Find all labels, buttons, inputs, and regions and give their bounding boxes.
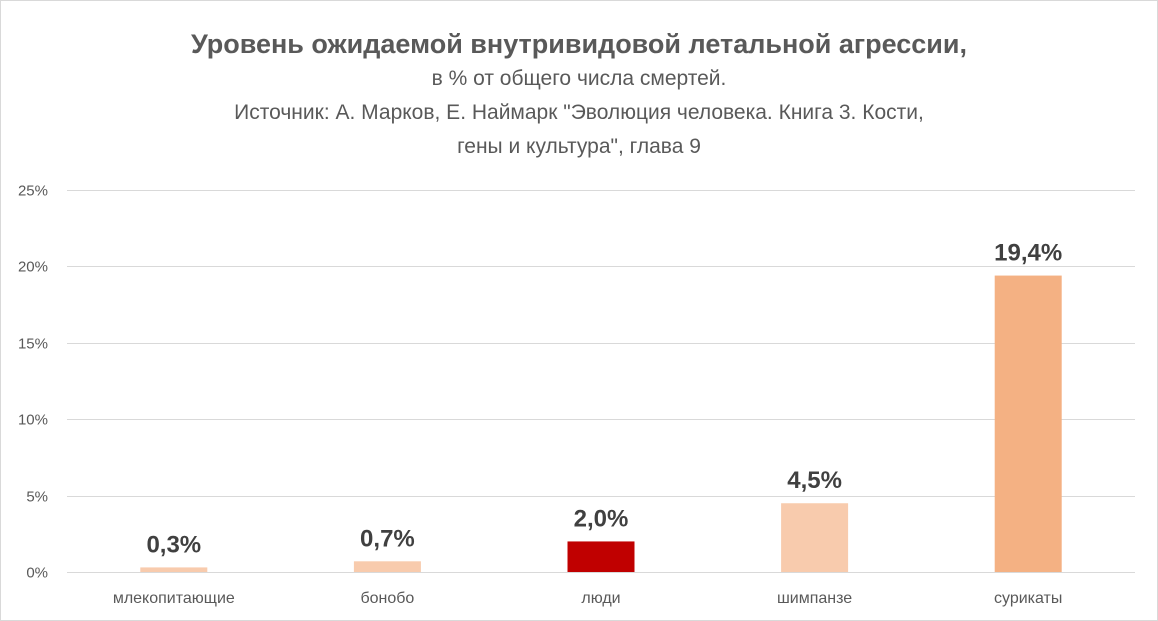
bar	[353, 561, 421, 572]
chart-title: Уровень ожидаемой внутривидовой летально…	[190, 29, 968, 59]
category-label: шимпанзе	[777, 590, 852, 607]
category-label: люди	[581, 590, 620, 607]
y-tick-label: 20%	[18, 259, 48, 276]
category-label: сурикаты	[994, 590, 1062, 607]
data-label: 2,0%	[574, 505, 629, 532]
chart-subtitle-line-1: в % от общего числа смертей.	[431, 67, 727, 90]
category-label: млекопитающие	[113, 590, 235, 607]
data-labels: 0,3% 0,7% 2,0% 4,5% 19,4%	[146, 240, 1062, 559]
category-label: бонобо	[360, 590, 414, 607]
data-label: 0,7%	[360, 525, 415, 552]
chart-subtitle-line-3: гены и культура", глава 9	[457, 135, 701, 158]
x-axis-category-labels: млекопитающие бонобо люди шимпанзе сурикаты	[113, 590, 1063, 607]
y-tick-label: 10%	[18, 412, 48, 429]
bar	[567, 541, 635, 572]
y-tick-label: 5%	[26, 489, 48, 506]
y-tick-label: 15%	[18, 336, 48, 353]
data-label: 0,3%	[146, 531, 201, 558]
bars	[140, 275, 1062, 572]
y-tick-label: 25%	[18, 183, 48, 200]
bar	[994, 275, 1062, 572]
gridlines	[67, 190, 1135, 573]
bar	[140, 567, 208, 572]
data-label: 19,4%	[994, 240, 1062, 267]
y-axis-tick-labels: 0% 5% 10% 15% 20% 25%	[18, 183, 48, 582]
y-tick-label: 0%	[26, 565, 48, 582]
chart-title-block: Уровень ожидаемой внутривидовой летально…	[0, 26, 1158, 164]
data-label: 4,5%	[787, 467, 842, 494]
bar	[781, 503, 849, 572]
chart-subtitle-line-2: Источник: А. Марков, Е. Наймарк "Эволюци…	[234, 101, 924, 124]
